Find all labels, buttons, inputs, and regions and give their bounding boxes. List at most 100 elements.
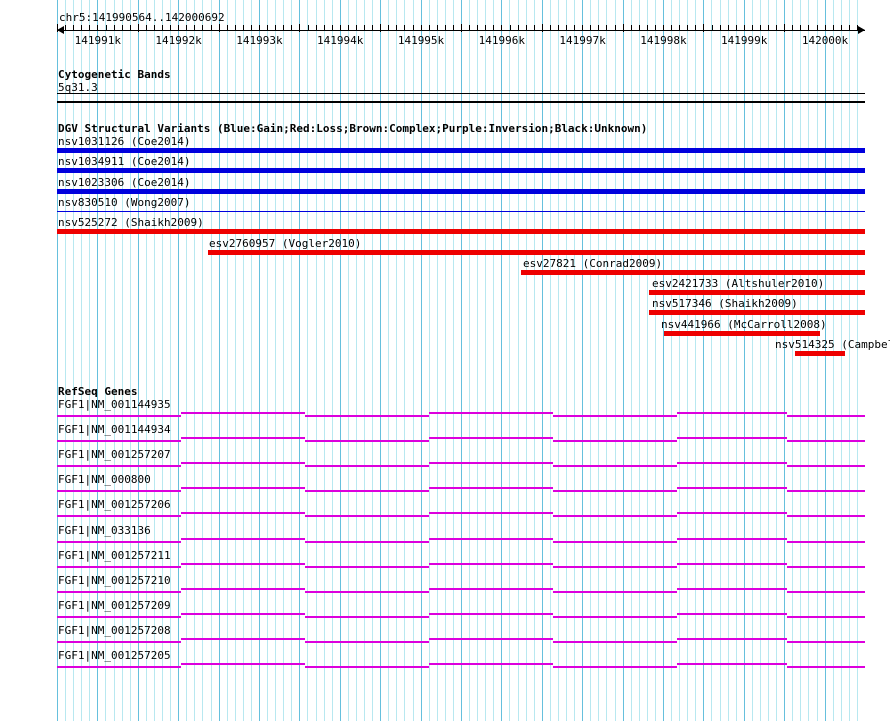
cytogenetic-band-bar[interactable] [57,101,865,103]
refseq-gene-segment[interactable] [677,612,787,615]
dgv-variant-bar[interactable] [521,269,865,275]
refseq-gene-segment[interactable] [677,587,787,590]
refseq-gene-segment[interactable] [305,415,429,417]
refseq-gene-segment[interactable] [553,415,677,417]
refseq-gene-segment[interactable] [429,412,553,414]
refseq-gene-label[interactable]: FGF1|NM_001257207 [58,448,171,462]
dgv-variant-bar[interactable] [57,188,865,194]
refseq-gene-segment[interactable] [787,590,865,593]
refseq-gene-label[interactable]: FGF1|NM_033136 [58,523,151,537]
dgv-variant-bar[interactable] [57,229,865,235]
refseq-gene-segment[interactable] [677,412,787,414]
refseq-gene-segment[interactable] [181,587,305,590]
refseq-gene-segment[interactable] [305,666,429,668]
refseq-gene-segment[interactable] [429,663,553,665]
refseq-gene-segment[interactable] [181,537,305,540]
dgv-variant-bar[interactable] [795,351,845,356]
refseq-gene-segment[interactable] [429,562,553,565]
refseq-gene-segment[interactable] [553,640,677,643]
refseq-gene-label[interactable]: FGF1|NM_001144935 [58,398,171,411]
refseq-gene-segment[interactable] [787,666,865,668]
refseq-gene-segment[interactable] [181,412,305,414]
refseq-gene-segment[interactable] [57,565,181,568]
refseq-gene-segment[interactable] [429,462,553,465]
refseq-gene-segment[interactable] [181,487,305,490]
refseq-gene-segment[interactable] [677,663,787,665]
refseq-gene-segment[interactable] [181,663,305,665]
dgv-variant-label[interactable]: nsv514325 (Campbell [775,338,890,351]
refseq-gene-segment[interactable] [305,615,429,618]
refseq-gene-segment[interactable] [429,487,553,490]
refseq-gene-segment[interactable] [787,615,865,618]
refseq-gene-segment[interactable] [553,515,677,518]
refseq-gene-segment[interactable] [305,515,429,518]
refseq-gene-segment[interactable] [787,515,865,518]
refseq-gene-segment[interactable] [305,640,429,643]
refseq-gene-segment[interactable] [305,590,429,593]
refseq-gene-segment[interactable] [57,440,181,443]
dgv-variant-label[interactable]: nsv830510 (Wong2007) [58,195,191,209]
dgv-variant-bar[interactable] [649,290,865,296]
refseq-gene-segment[interactable] [57,465,181,468]
refseq-gene-segment[interactable] [57,540,181,543]
dgv-variant-label[interactable]: nsv1023306 (Coe2014) [58,175,191,189]
refseq-gene-segment[interactable] [181,512,305,515]
refseq-gene-label[interactable]: FGF1|NM_001257208 [58,623,171,637]
refseq-gene-segment[interactable] [181,437,305,440]
refseq-gene-segment[interactable] [787,565,865,568]
refseq-gene-segment[interactable] [429,512,553,515]
dgv-variant-bar[interactable] [208,249,865,255]
refseq-gene-segment[interactable] [305,440,429,443]
dgv-variant-bar[interactable] [57,168,865,174]
refseq-gene-segment[interactable] [787,415,865,417]
refseq-gene-segment[interactable] [57,640,181,643]
refseq-gene-label[interactable]: FGF1|NM_001257209 [58,598,171,612]
refseq-gene-segment[interactable] [553,666,677,668]
refseq-gene-segment[interactable] [181,637,305,640]
refseq-gene-segment[interactable] [305,540,429,543]
refseq-gene-segment[interactable] [429,437,553,440]
refseq-gene-label[interactable]: FGF1|NM_001257206 [58,498,171,512]
refseq-gene-segment[interactable] [181,462,305,465]
refseq-gene-segment[interactable] [305,565,429,568]
refseq-gene-segment[interactable] [677,462,787,465]
refseq-gene-segment[interactable] [429,612,553,615]
refseq-gene-segment[interactable] [787,640,865,643]
refseq-gene-segment[interactable] [787,440,865,443]
refseq-gene-segment[interactable] [57,666,181,668]
refseq-gene-segment[interactable] [57,490,181,493]
refseq-gene-segment[interactable] [553,440,677,443]
refseq-gene-segment[interactable] [57,615,181,618]
refseq-gene-label[interactable]: FGF1|NM_001257205 [58,649,171,662]
dgv-variant-label[interactable]: nsv1034911 (Coe2014) [58,155,191,169]
refseq-gene-segment[interactable] [429,537,553,540]
refseq-gene-segment[interactable] [57,590,181,593]
refseq-gene-segment[interactable] [305,465,429,468]
dgv-variant-label[interactable]: esv27821 (Conrad2009) [523,256,663,270]
dgv-variant-label[interactable]: esv2760957 (Vogler2010) [209,236,362,250]
refseq-gene-segment[interactable] [787,490,865,493]
dgv-variant-label[interactable]: nsv517346 (Shaikh2009) [652,297,798,311]
refseq-gene-segment[interactable] [677,562,787,565]
dgv-variant-bar[interactable] [57,210,865,212]
refseq-gene-segment[interactable] [57,515,181,518]
refseq-gene-segment[interactable] [429,587,553,590]
cytogenetic-band-label[interactable]: 5q31.3 [58,81,98,94]
refseq-gene-segment[interactable] [553,540,677,543]
refseq-gene-segment[interactable] [553,590,677,593]
refseq-gene-segment[interactable] [553,615,677,618]
dgv-variant-label[interactable]: nsv525272 (Shaikh2009) [58,216,204,230]
refseq-gene-segment[interactable] [181,562,305,565]
refseq-gene-segment[interactable] [553,465,677,468]
refseq-gene-segment[interactable] [677,537,787,540]
refseq-gene-label[interactable]: FGF1|NM_001257211 [58,548,171,562]
dgv-variant-label[interactable]: esv2421733 (Altshuler2010) [652,277,825,291]
dgv-variant-label[interactable]: nsv1031126 (Coe2014) [58,135,191,148]
refseq-gene-label[interactable]: FGF1|NM_001144934 [58,423,171,437]
refseq-gene-segment[interactable] [429,637,553,640]
refseq-gene-label[interactable]: FGF1|NM_001257210 [58,573,171,587]
refseq-gene-segment[interactable] [553,490,677,493]
refseq-gene-segment[interactable] [677,437,787,440]
refseq-gene-segment[interactable] [305,490,429,493]
refseq-gene-segment[interactable] [57,415,181,417]
